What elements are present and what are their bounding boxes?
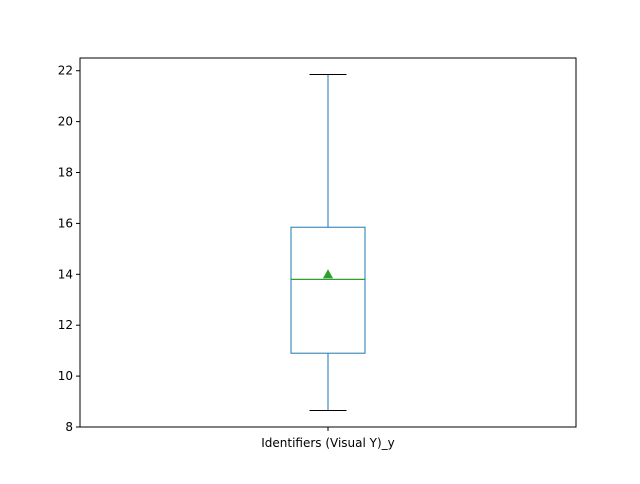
x-tick-label: Identifiers (Visual Y)_y — [261, 436, 395, 450]
y-tick-label-22: 22 — [58, 64, 73, 78]
mean-marker — [323, 269, 333, 279]
x-axis: Identifiers (Visual Y)_y — [261, 427, 395, 450]
y-tick-label-18: 18 — [58, 166, 73, 180]
y-tick-label-10: 10 — [58, 369, 73, 383]
y-tick-label-8: 8 — [65, 420, 73, 434]
plot-content — [290, 74, 366, 411]
interquartile-box — [290, 226, 366, 354]
y-tick-label-16: 16 — [58, 216, 73, 230]
y-axis: 8 10 12 14 16 18 20 22 — [58, 64, 80, 434]
y-tick-label-12: 12 — [58, 318, 73, 332]
y-tick-label-14: 14 — [58, 267, 73, 281]
y-tick-label-20: 20 — [58, 115, 73, 129]
